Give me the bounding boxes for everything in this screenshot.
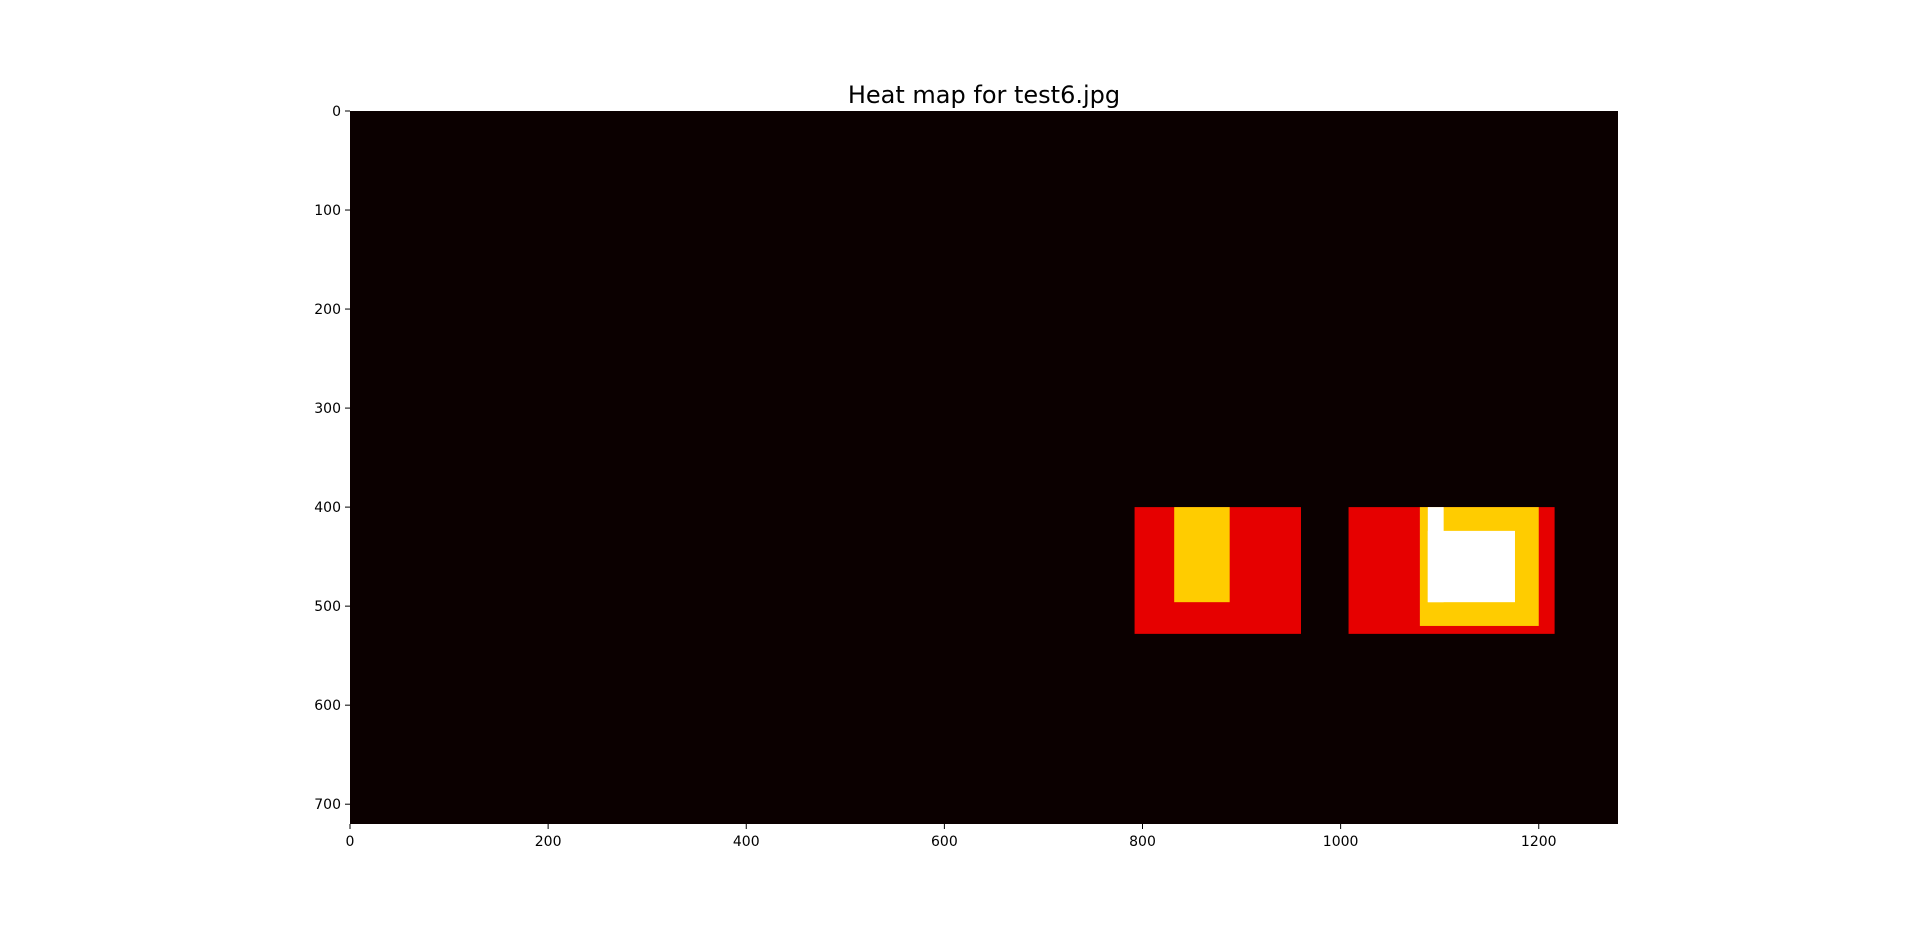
- x-tick-label: 400: [733, 834, 760, 850]
- x-tick-label: 200: [535, 834, 562, 850]
- y-tick-label: 100: [314, 203, 341, 219]
- x-tick-label: 0: [346, 834, 355, 850]
- y-tick-label: 300: [314, 401, 341, 417]
- heat-region-6: [1427, 530, 1515, 603]
- heat-region-3: [1174, 507, 1230, 603]
- y-tick-label: 200: [314, 302, 341, 318]
- y-tick-label: 600: [314, 698, 341, 714]
- x-tick-label: 800: [1129, 834, 1156, 850]
- y-axis: 0 100 200 300 400 500 600 700: [314, 104, 350, 813]
- chart-title: Heat map for test6.jpg: [848, 81, 1120, 109]
- y-tick-label: 0: [332, 104, 341, 120]
- y-tick-label: 500: [314, 599, 341, 615]
- x-tick-label: 1000: [1323, 834, 1359, 850]
- x-tick-label: 1200: [1521, 834, 1557, 850]
- x-tick-label: 600: [931, 834, 958, 850]
- heat-regions: [1134, 507, 1555, 634]
- y-tick-label: 400: [314, 500, 341, 516]
- heatmap-background: [350, 111, 1618, 824]
- x-axis: 0 200 400 600 800 1000 1200: [346, 824, 1557, 850]
- y-tick-label: 700: [314, 797, 341, 813]
